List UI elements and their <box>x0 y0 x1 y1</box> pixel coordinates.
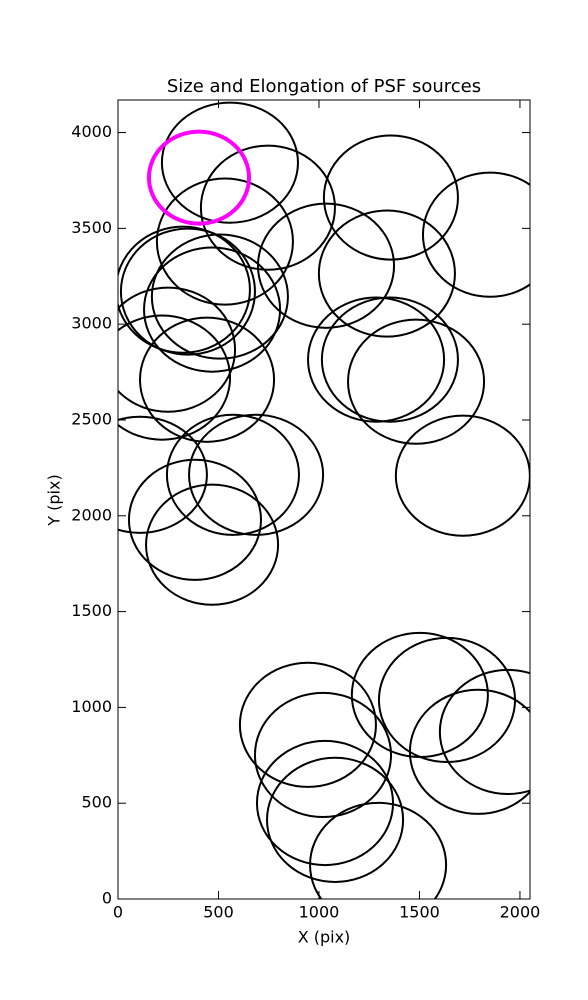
psf-ellipse <box>139 316 276 443</box>
y-tick-label: 3000 <box>71 314 112 333</box>
psf-ellipse <box>317 209 456 338</box>
psf-ellipse <box>199 144 336 271</box>
psf-ellipse <box>266 756 405 883</box>
psf-ellipse <box>118 286 237 413</box>
psf-ellipse <box>160 101 299 224</box>
y-tick-label: 1000 <box>71 697 112 716</box>
psf-ellipse <box>118 415 208 534</box>
y-tick-label: 2500 <box>71 409 112 428</box>
y-tick-label: 4000 <box>71 122 112 141</box>
y-tick-label: 2000 <box>71 505 112 524</box>
x-tick-label: 1500 <box>399 903 440 922</box>
psf-ellipse <box>118 314 232 441</box>
x-tick-label: 500 <box>203 903 234 922</box>
psf-ellipse <box>255 739 395 867</box>
y-axis-label: Y (pix) <box>45 474 64 526</box>
psf-ellipse <box>165 413 300 536</box>
psf-ellipse <box>143 246 282 373</box>
psf-ellipse <box>150 233 289 360</box>
plot-area <box>118 101 530 899</box>
y-tick-label: 3500 <box>71 218 112 237</box>
psf-ellipse <box>155 177 294 306</box>
psf-ellipse <box>119 227 256 356</box>
psf-ellipse <box>347 318 486 445</box>
psf-ellipse <box>146 129 252 226</box>
x-tick-label: 1000 <box>299 903 340 922</box>
psf-ellipse <box>320 296 459 423</box>
psf-ellipse <box>188 413 325 536</box>
psf-ellipse <box>422 171 530 298</box>
psf-ellipse <box>145 483 280 606</box>
psf-ellipse <box>408 688 530 815</box>
x-tick-label: 0 <box>113 903 123 922</box>
psf-ellipse <box>253 691 393 818</box>
x-axis-label: X (pix) <box>298 928 351 947</box>
psf-ellipse <box>438 668 530 795</box>
axes-frame <box>117 99 531 900</box>
psf-ellipse <box>256 202 396 329</box>
psf-ellipse <box>118 225 251 354</box>
x-tick-label: 2000 <box>500 903 541 922</box>
psf-ellipse <box>322 134 459 261</box>
psf-ellipse <box>238 661 377 788</box>
y-tick-label: 0 <box>102 889 112 908</box>
chart-title: Size and Elongation of PSF sources <box>167 76 481 97</box>
psf-ellipse <box>127 458 262 581</box>
psf-ellipse <box>309 801 448 899</box>
y-tick-label: 1500 <box>71 601 112 620</box>
y-tick-label: 500 <box>81 793 112 812</box>
psf-ellipse <box>307 296 446 423</box>
